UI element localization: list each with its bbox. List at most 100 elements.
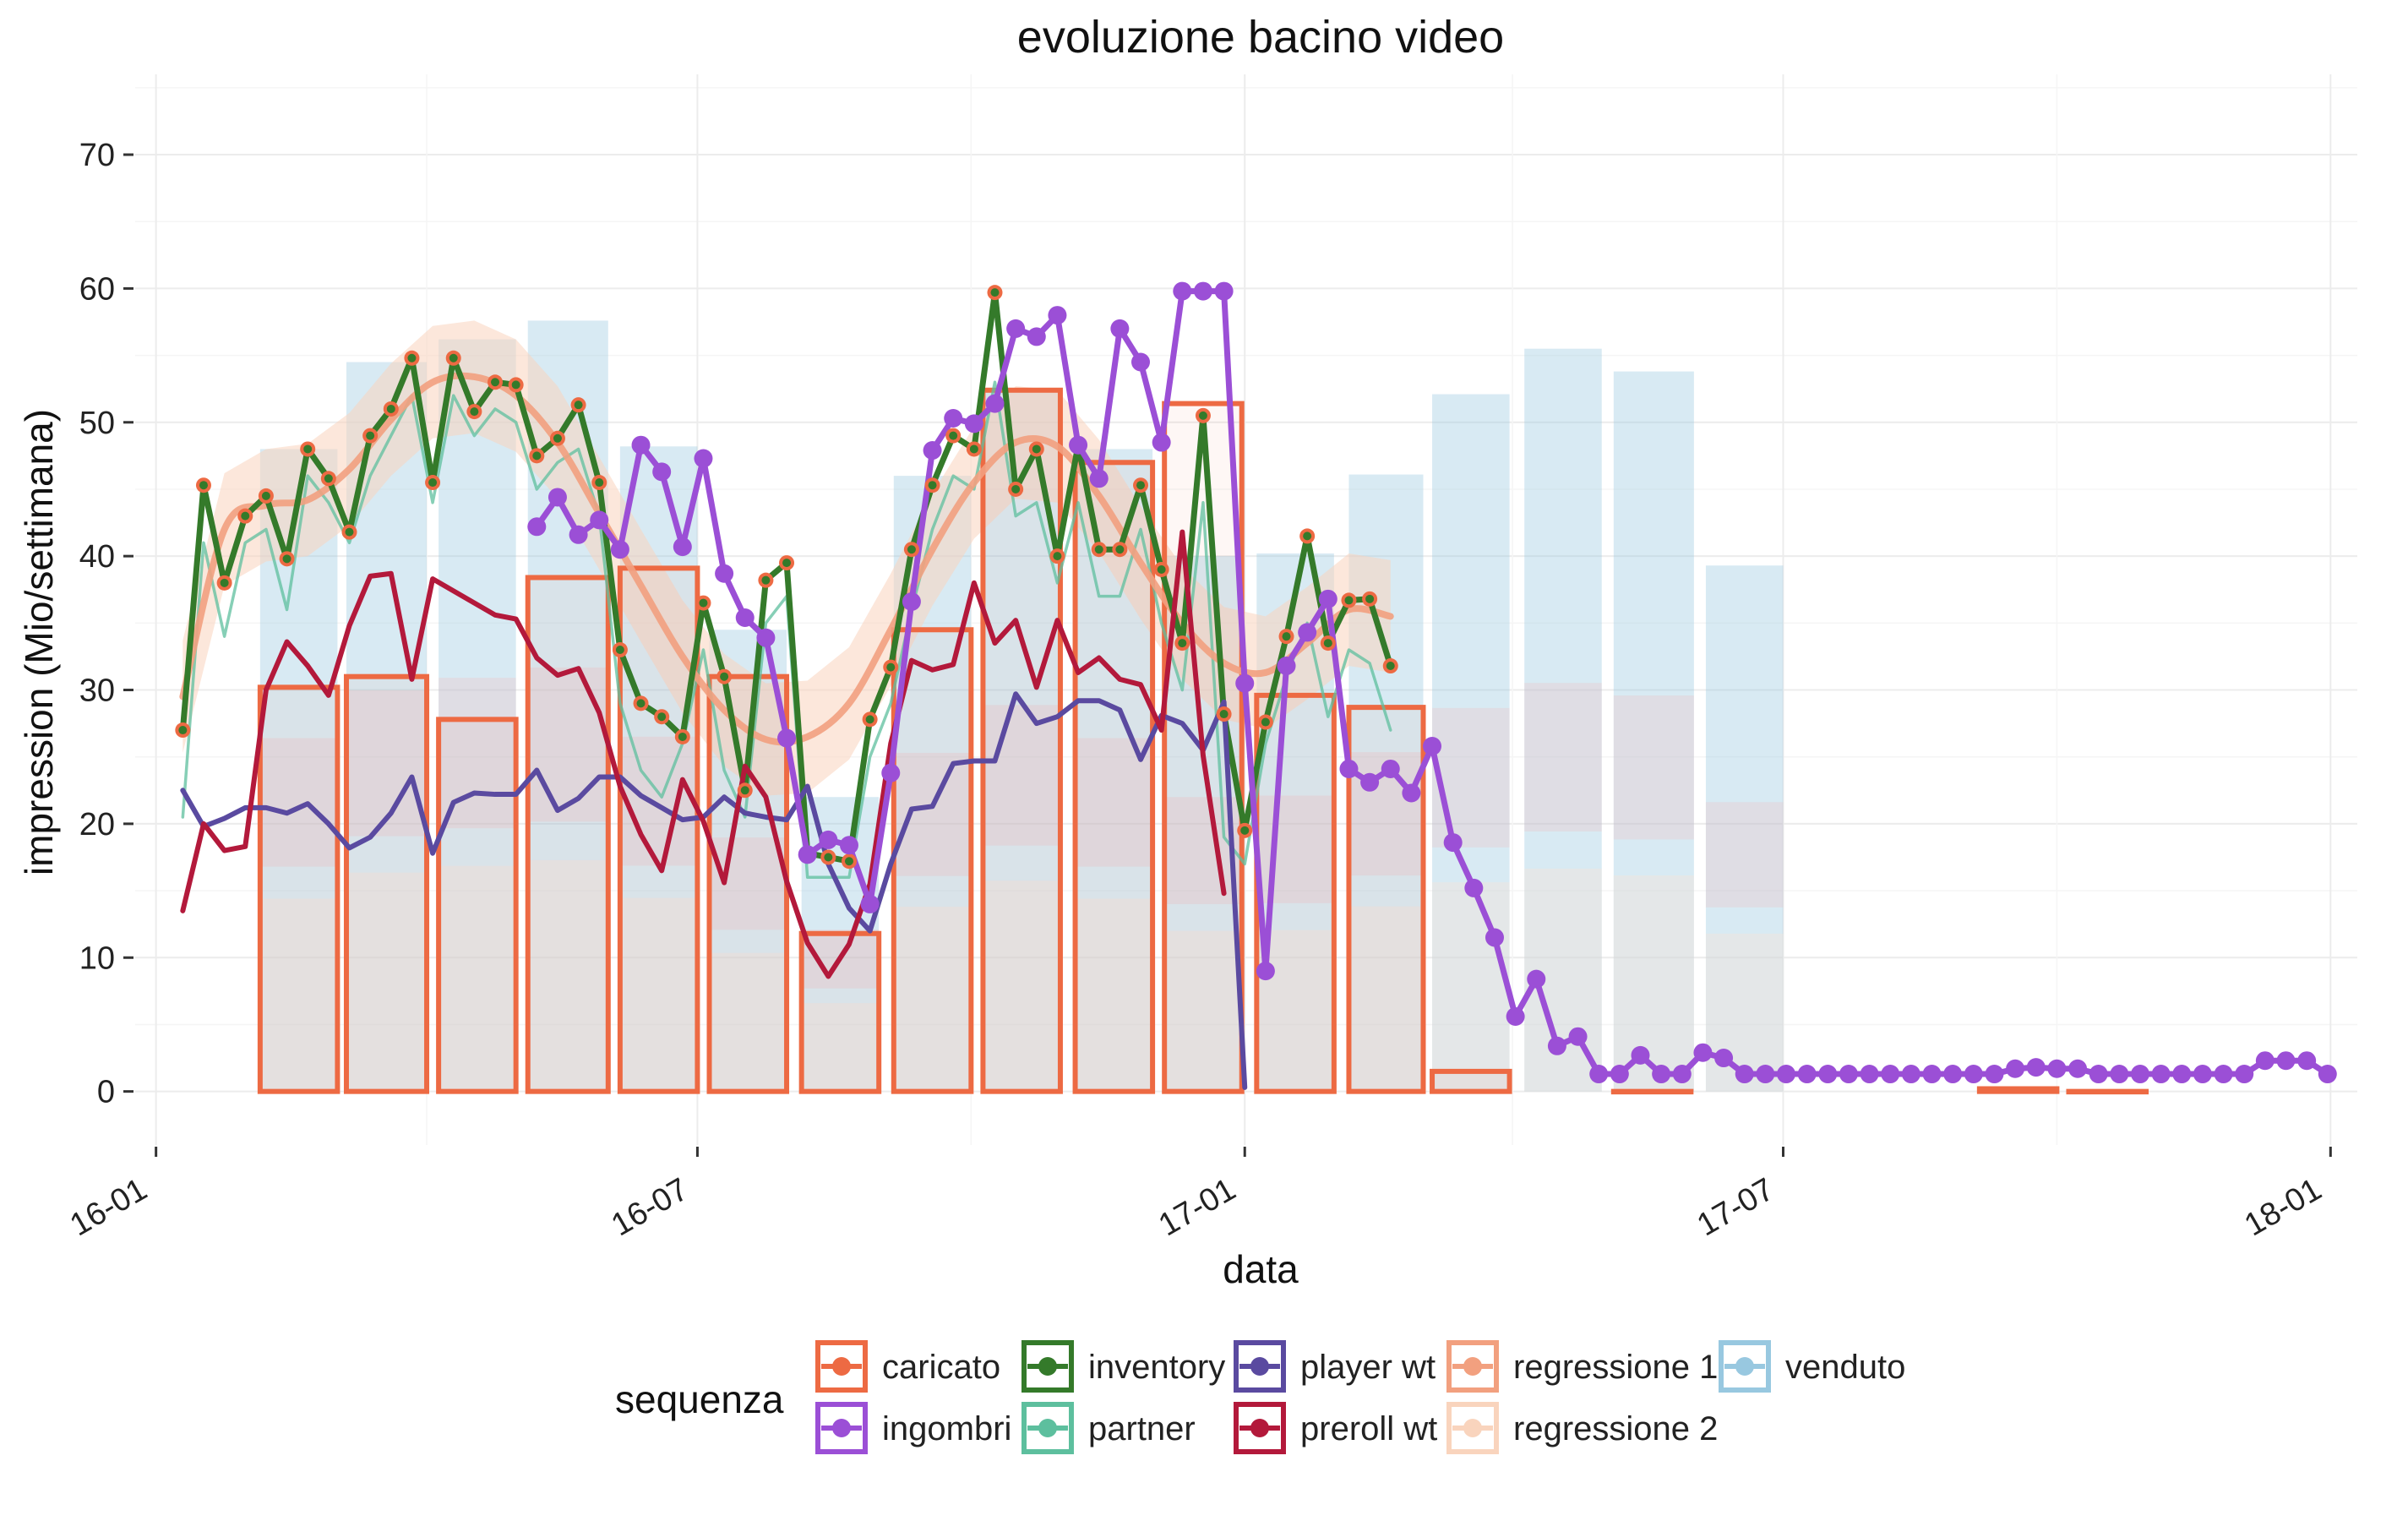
venduto-bar-band <box>1348 906 1424 1092</box>
data-point-inventory <box>574 401 583 410</box>
caricato-bar <box>1976 1086 2060 1094</box>
data-point-ingombri <box>1235 673 1255 693</box>
data-point-inventory <box>949 431 958 440</box>
caricato-bar <box>1430 1068 1512 1094</box>
data-point-ingombri <box>819 830 838 849</box>
venduto-bar-band <box>1613 875 1694 1092</box>
legend-key-point <box>1735 1357 1754 1376</box>
data-point-ingombri <box>2297 1051 2317 1071</box>
data-point-inventory <box>678 732 687 741</box>
data-point-ingombri <box>1152 433 1171 452</box>
legend-key-point <box>1463 1419 1482 1437</box>
venduto-bar-band <box>1164 930 1242 1092</box>
legend-label: regressione 1 <box>1513 1349 1718 1386</box>
caricato-bar <box>1072 460 1156 1094</box>
data-point-ingombri <box>1485 928 1504 947</box>
data-point-inventory <box>782 559 792 568</box>
data-point-inventory <box>761 575 771 585</box>
data-point-inventory <box>969 444 978 454</box>
y-tick-label: 50 <box>79 406 115 441</box>
data-point-ingombri <box>1901 1065 1920 1084</box>
data-point-ingombri <box>1402 783 1421 803</box>
series-points <box>175 281 2337 1084</box>
venduto-bar-band <box>619 897 698 1092</box>
data-point-inventory <box>199 481 208 490</box>
data-point-inventory <box>345 527 354 537</box>
venduto-bar-band <box>619 736 698 866</box>
data-point-ingombri <box>839 836 858 855</box>
data-point-ingombri <box>548 488 567 507</box>
legend-key-point <box>1038 1357 1057 1376</box>
data-point-inventory <box>407 353 417 363</box>
venduto-bar-band <box>1075 898 1153 1092</box>
y-axis-title: impression (Mio/settimana) <box>17 409 61 875</box>
y-tick-label: 60 <box>79 271 115 307</box>
data-point-ingombri <box>1693 1043 1713 1062</box>
data-point-inventory <box>990 288 1000 297</box>
data-point-ingombri <box>527 517 547 537</box>
regression-band <box>183 320 1391 796</box>
data-point-ingombri <box>673 537 692 557</box>
data-point-ingombri <box>2172 1065 2192 1084</box>
data-point-inventory <box>1261 717 1270 727</box>
data-point-ingombri <box>1943 1065 1963 1084</box>
data-point-ingombri <box>1714 1049 1734 1068</box>
data-point-ingombri <box>610 540 629 559</box>
caricato-bar <box>2066 1088 2149 1095</box>
data-point-ingombri <box>1652 1065 1671 1084</box>
data-point-ingombri <box>1423 737 1442 756</box>
data-point-inventory <box>282 554 291 564</box>
data-point-inventory <box>615 646 624 655</box>
venduto-bar-band <box>801 1003 880 1092</box>
data-point-inventory <box>1198 411 1207 420</box>
series-line-preroll-wt <box>180 529 1227 979</box>
data-point-ingombri <box>777 728 797 748</box>
data-point-inventory <box>178 726 188 735</box>
data-point-inventory <box>1344 596 1354 605</box>
data-point-inventory <box>699 598 708 608</box>
data-point-ingombri <box>1797 1065 1817 1084</box>
data-point-inventory <box>449 353 458 363</box>
data-point-inventory <box>1136 481 1146 490</box>
venduto-bar-band <box>709 952 787 1092</box>
data-point-ingombri <box>1839 1065 1858 1084</box>
data-point-ingombri <box>1610 1065 1629 1084</box>
caricato-bar <box>980 387 1063 1094</box>
venduto-bar-band <box>259 738 338 867</box>
data-point-ingombri <box>1464 878 1484 897</box>
caricato-bar <box>1610 1088 1694 1095</box>
data-point-ingombri <box>1339 759 1359 778</box>
data-point-ingombri <box>756 628 776 647</box>
y-tick-label: 10 <box>79 940 115 976</box>
data-point-inventory <box>740 786 749 795</box>
data-point-inventory <box>1282 632 1291 641</box>
data-point-inventory <box>928 481 937 490</box>
legend-key-point <box>832 1419 851 1437</box>
venduto-bar-band <box>1432 882 1510 1092</box>
venduto-bar-band <box>893 907 972 1092</box>
data-point-ingombri <box>2110 1065 2129 1084</box>
data-point-inventory <box>907 545 916 554</box>
data-point-ingombri <box>652 462 672 482</box>
data-point-inventory <box>844 857 853 866</box>
legend-label: preroll wt <box>1300 1410 1437 1447</box>
data-point-ingombri <box>1818 1065 1838 1084</box>
legend-key-point <box>832 1357 851 1376</box>
data-point-ingombri <box>2318 1065 2337 1084</box>
data-point-inventory <box>636 699 646 708</box>
data-point-ingombri <box>1277 657 1296 676</box>
data-point-inventory <box>1011 484 1021 493</box>
data-point-ingombri <box>881 763 901 782</box>
data-point-ingombri <box>1318 589 1337 608</box>
data-point-ingombri <box>1360 772 1380 792</box>
data-point-ingombri <box>2130 1065 2149 1084</box>
venduto-bar <box>439 339 516 1092</box>
data-point-ingombri <box>735 608 755 628</box>
data-point-inventory <box>532 451 542 461</box>
data-point-inventory <box>824 853 833 862</box>
data-point-ingombri <box>1256 962 1275 981</box>
venduto-bar-band <box>259 898 338 1092</box>
series-line-player-wt <box>180 691 1248 1090</box>
data-point-inventory <box>303 444 313 454</box>
